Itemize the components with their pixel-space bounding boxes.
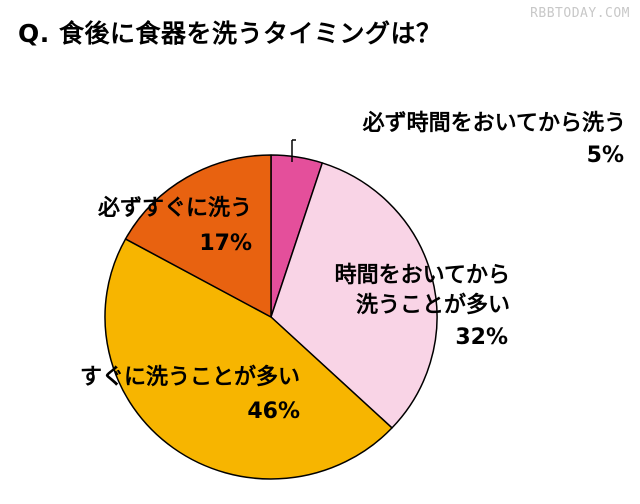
watermark: RBBTODAY.COM [530, 6, 630, 21]
pie-slice-2 [104, 238, 393, 480]
slice-label-3: 必ずすぐに洗う [98, 195, 252, 221]
slice-value-1: 32% [455, 325, 508, 350]
slice-label-1b: 洗うことが多い [356, 292, 510, 318]
pie-slice-1 [270, 162, 438, 429]
slice-label-0: 必ず時間をおいてから洗う [363, 110, 626, 136]
slice-label-1a: 時間をおいてから [335, 263, 510, 288]
slice-value-0: 5% [587, 143, 624, 168]
pie-slices [104, 154, 438, 480]
slice-value-2: 46% [247, 399, 300, 424]
pie-slice-3 [124, 154, 272, 318]
chart-title: Q. 食後に食器を洗うタイミングは？ [18, 19, 442, 48]
slice-value-3: 17% [199, 231, 252, 256]
slice-label-2: すぐに洗うことが多い [80, 364, 300, 390]
